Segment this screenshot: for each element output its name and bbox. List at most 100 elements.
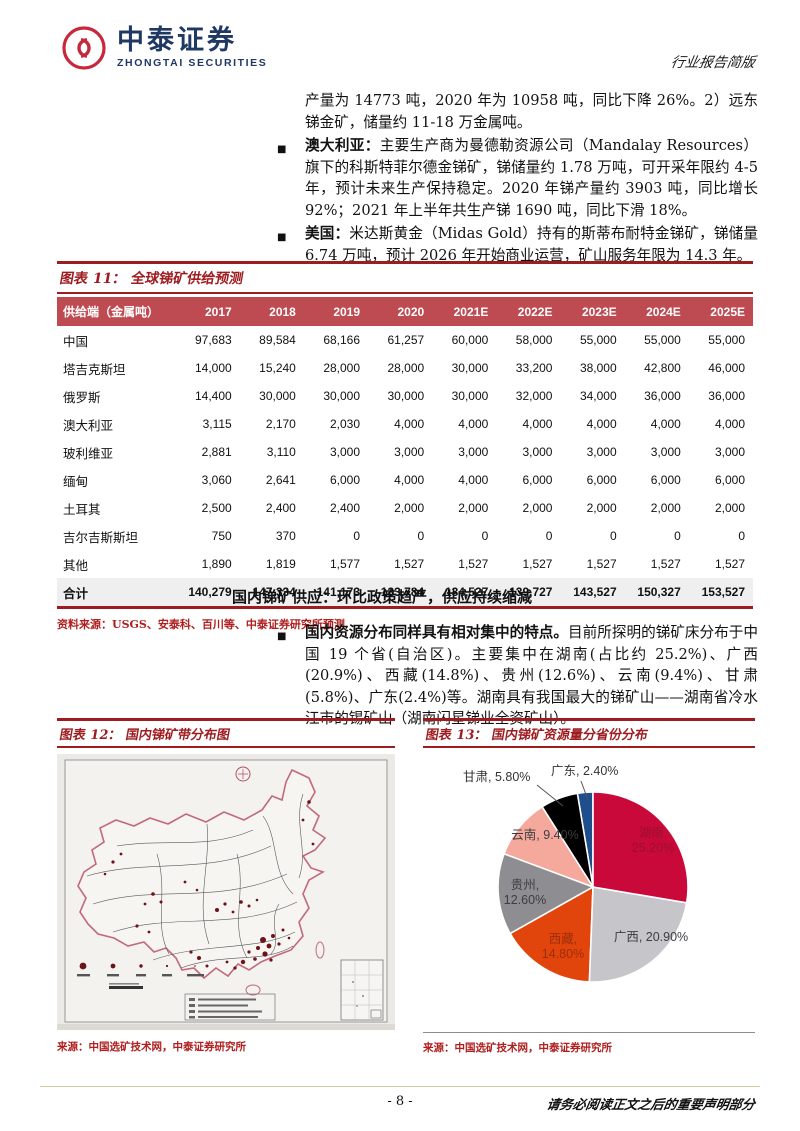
supply-table-body: 中国 97,683 89,584 68,166 61,257 60,000 58,000 55… xyxy=(57,326,753,608)
pie-chart: 湖南, 25.20% 广西, 20.90% 西藏, 14.80% 贵州, 12.… xyxy=(423,754,755,1032)
column-header: 2024E xyxy=(646,304,681,319)
cell-value: 97,683 xyxy=(195,333,232,347)
cell-value: 28,000 xyxy=(387,361,425,375)
column-header: 2019 xyxy=(333,304,361,319)
bullet-square-icon xyxy=(277,223,305,266)
brand-name-cn: 中泰证券 xyxy=(117,25,237,56)
cell-value: 0 xyxy=(738,529,745,543)
cell-value: 140,279 xyxy=(188,585,232,599)
cell-value: 6,000 xyxy=(714,473,745,487)
row-label: 塔吉克斯坦 xyxy=(63,361,126,377)
cell-value: 0 xyxy=(353,529,361,543)
cell-value: 4,000 xyxy=(522,417,553,431)
bullet-usa: 美国：米达斯黄金（Midas Gold）持有的斯蒂布耐特金锑矿，锑储量 6.74… xyxy=(277,223,758,266)
cell-value: 4,000 xyxy=(586,417,617,431)
section-heading: 国内锑矿供应：环比政策趋严，供应持续缩减 xyxy=(232,588,533,606)
cell-value: 153,527 xyxy=(701,585,745,599)
cell-value: 3,000 xyxy=(650,445,681,459)
figure-12-title: 图表 12： 国内锑矿带分布图 xyxy=(58,728,232,743)
cell-value: 134,527 xyxy=(444,585,489,599)
cell-value: 55,000 xyxy=(708,333,745,347)
cell-value: 30,000 xyxy=(387,389,425,403)
cell-value: 133,784 xyxy=(380,585,425,599)
table-row: 玻利维亚 2,881 3,110 3,000 3,000 3,000 3,000 3,000 3… xyxy=(57,438,753,466)
cell-value: 3,000 xyxy=(394,445,425,459)
cell-value: 36,000 xyxy=(644,389,681,403)
intro-block: 产量为 14773 吨，2020 年为 10958 吨，同比下降 26%。2）远… xyxy=(277,90,758,266)
brand-name-en: ZHONGTAI SECURITIES xyxy=(117,57,268,69)
cell-value: 1,527 xyxy=(394,557,425,571)
row-label: 合计 xyxy=(63,585,89,601)
figure-12: 图表 12： 国内锑矿带分布图 xyxy=(57,718,395,1054)
cell-value: 30,000 xyxy=(451,361,489,375)
cell-value: 0 xyxy=(481,529,489,543)
cell-value: 58,000 xyxy=(515,333,553,347)
bullet-domestic-distribution: 国内资源分布同样具有相对集中的特点。目前所探明的锑矿床分布于中国 19 个省(自… xyxy=(277,622,758,730)
cell-value: 4,000 xyxy=(714,417,745,431)
cell-value: 139,727 xyxy=(509,585,553,599)
cell-value: 30,000 xyxy=(323,389,361,403)
cell-value: 6,000 xyxy=(329,473,361,487)
figure-13: 图表 13： 国内锑矿资源量分省份分布 湖南, 25.20% 广西, 20.90… xyxy=(423,718,755,1055)
cell-value: 33,200 xyxy=(515,361,553,375)
figure-13-title: 图表 13： 国内锑矿资源量分省份分布 xyxy=(424,728,650,743)
cell-value: 0 xyxy=(609,529,617,543)
bullet-text: 澳大利亚：主要生产商为曼德勒资源公司（Mandalay Resources）旗下… xyxy=(305,137,758,219)
cell-value: 3,000 xyxy=(586,445,617,459)
pie-label-guangdong: 广东, 2.40% xyxy=(551,764,619,778)
figure-11-titlebar: 图表 11： 全球锑矿供给预测 xyxy=(57,261,753,294)
cell-value: 370 xyxy=(275,529,296,543)
cell-value: 2,170 xyxy=(265,417,296,431)
cell-value: 147,334 xyxy=(252,585,296,599)
pie-chart-canvas xyxy=(497,780,689,983)
cell-value: 46,000 xyxy=(708,361,745,375)
cell-value: 36,000 xyxy=(708,389,745,403)
cell-value: 750 xyxy=(211,529,232,543)
page-header: 中泰证券 ZHONGTAI SECURITIES 行业报告简版 xyxy=(60,24,757,82)
cell-value: 55,000 xyxy=(644,333,681,347)
pie-label-guizhou: 贵州, 12.60% xyxy=(503,878,547,907)
cell-value: 68,166 xyxy=(323,333,361,347)
figure-13-body: 湖南, 25.20% 广西, 20.90% 西藏, 14.80% 贵州, 12.… xyxy=(423,754,755,1032)
table-row: 合计 140,279 147,334 141,173 133,784 134,527 139… xyxy=(57,578,753,608)
cell-value: 3,000 xyxy=(714,445,745,459)
cell-value: 14,400 xyxy=(195,389,232,403)
doc-type-label: 行业报告简版 xyxy=(669,55,757,71)
cell-value: 2,400 xyxy=(329,501,361,515)
cell-value: 55,000 xyxy=(579,333,617,347)
table-source: 资料来源：USGS、安泰科、百川等、中泰证券研究所预测 xyxy=(57,618,345,631)
cell-value: 2,641 xyxy=(265,473,296,487)
figure-13-source: 来源：中国选矿技术网，中泰证券研究所 xyxy=(423,1032,755,1055)
cell-value: 2,030 xyxy=(329,417,361,431)
cell-value: 0 xyxy=(417,529,425,543)
row-label: 中国 xyxy=(63,333,89,349)
gansu-leader-line xyxy=(536,784,564,807)
pie-label-xizang: 西藏, 14.80% xyxy=(541,932,585,961)
pie-slice-西藏 xyxy=(509,885,594,983)
cell-value: 0 xyxy=(545,529,553,543)
cell-value: 2,000 xyxy=(522,501,553,515)
cell-value: 3,000 xyxy=(522,445,553,459)
figure-12-body xyxy=(57,754,395,1034)
pie-label-gansu: 甘肃, 5.80% xyxy=(463,770,531,784)
bullet-square-icon xyxy=(277,135,305,221)
column-header: 供给端（金属吨） xyxy=(63,305,160,319)
china-antimony-belt-map-image xyxy=(57,754,395,1030)
cell-value: 1,527 xyxy=(586,557,617,571)
table-row: 土耳其 2,500 2,400 2,400 2,000 2,000 2,000 2,000 2,… xyxy=(57,494,753,522)
supply-table-head-row: 供给端（金属吨） 2017 2018 2019 2020 2021E 2022E 2023E 2… xyxy=(57,297,753,326)
brand-logo: 中泰证券 ZHONGTAI SECURITIES xyxy=(60,24,755,72)
cell-value: 3,000 xyxy=(329,445,361,459)
zhongtai-logo-icon xyxy=(62,26,106,70)
table-row: 澳大利亚 3,115 2,170 2,030 4,000 4,000 4,000 4,000 4… xyxy=(57,410,753,438)
pie-slice-湖南 xyxy=(592,791,689,904)
cell-value: 6,000 xyxy=(522,473,553,487)
footer-disclaimer: 请务必阅读正文之后的重要声明部分 xyxy=(545,1098,756,1113)
row-label: 缅甸 xyxy=(63,473,89,489)
cell-value: 2,000 xyxy=(586,501,617,515)
cell-value: 143,527 xyxy=(573,585,617,599)
figure-12-source: 来源：中国选矿技术网，中泰证券研究所 xyxy=(57,1041,246,1053)
cell-value: 4,000 xyxy=(650,417,681,431)
page-number: - 8 - xyxy=(387,1094,413,1109)
